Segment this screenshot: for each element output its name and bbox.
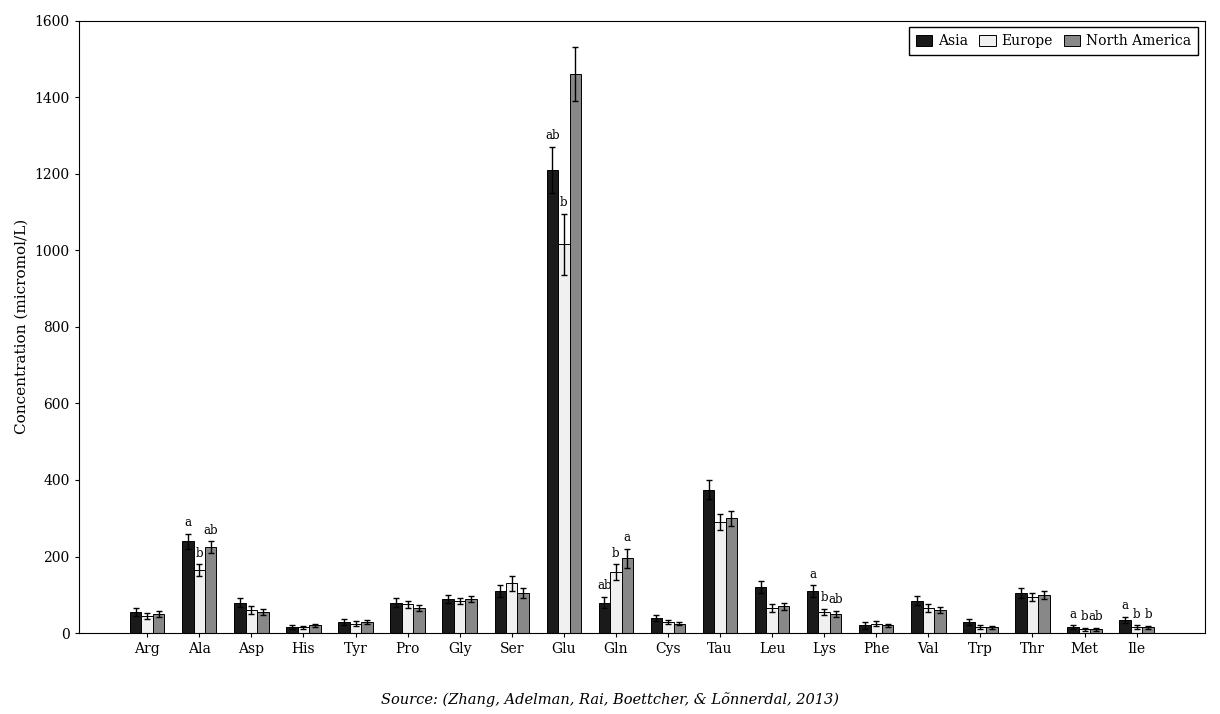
Bar bbox=[570, 74, 581, 633]
Bar bbox=[806, 591, 819, 633]
Bar bbox=[610, 572, 622, 633]
Bar bbox=[350, 623, 361, 633]
Bar bbox=[726, 518, 737, 633]
Bar bbox=[599, 603, 610, 633]
Bar bbox=[1120, 620, 1131, 633]
Bar bbox=[1015, 593, 1027, 633]
Bar bbox=[152, 614, 165, 633]
Bar bbox=[859, 625, 871, 633]
Bar bbox=[1091, 629, 1102, 633]
Bar bbox=[935, 610, 946, 633]
Text: b: b bbox=[195, 547, 203, 560]
Bar bbox=[650, 618, 662, 633]
Bar bbox=[443, 598, 454, 633]
Bar bbox=[975, 628, 986, 633]
Text: b: b bbox=[560, 196, 567, 209]
Bar bbox=[1078, 629, 1091, 633]
Bar bbox=[986, 628, 998, 633]
Bar bbox=[830, 614, 842, 633]
Text: a: a bbox=[623, 531, 631, 544]
Bar bbox=[494, 591, 506, 633]
Bar bbox=[361, 622, 372, 633]
Bar bbox=[257, 612, 268, 633]
Bar bbox=[338, 622, 350, 633]
Bar bbox=[922, 608, 935, 633]
Bar bbox=[547, 170, 558, 633]
Text: a: a bbox=[1070, 608, 1076, 621]
Text: a: a bbox=[184, 516, 192, 529]
Text: b: b bbox=[1133, 608, 1141, 621]
Bar bbox=[766, 608, 778, 633]
Y-axis label: Concentration (micromol/L): Concentration (micromol/L) bbox=[15, 219, 29, 434]
Bar bbox=[194, 570, 205, 633]
Bar bbox=[465, 598, 477, 633]
Bar bbox=[517, 593, 529, 633]
Text: ab: ab bbox=[545, 129, 560, 142]
Bar bbox=[1038, 595, 1049, 633]
Bar bbox=[131, 612, 142, 633]
Bar bbox=[182, 541, 194, 633]
Bar bbox=[871, 623, 882, 633]
Bar bbox=[1068, 628, 1078, 633]
Bar bbox=[401, 605, 414, 633]
Text: b: b bbox=[612, 547, 620, 560]
Bar bbox=[662, 622, 673, 633]
Text: b: b bbox=[1144, 608, 1152, 621]
Bar bbox=[205, 547, 216, 633]
Bar bbox=[778, 606, 789, 633]
Bar bbox=[622, 558, 633, 633]
Bar bbox=[506, 583, 517, 633]
Bar bbox=[390, 603, 401, 633]
Bar bbox=[714, 522, 726, 633]
Text: ab: ab bbox=[204, 523, 218, 537]
Bar bbox=[964, 622, 975, 633]
Text: a: a bbox=[1121, 599, 1128, 612]
Bar bbox=[911, 600, 922, 633]
Bar bbox=[1131, 628, 1142, 633]
Text: ab: ab bbox=[597, 579, 611, 592]
Bar bbox=[245, 610, 257, 633]
Bar bbox=[882, 625, 893, 633]
Bar bbox=[287, 628, 298, 633]
Bar bbox=[309, 625, 321, 633]
Bar bbox=[1027, 597, 1038, 633]
Text: b: b bbox=[820, 591, 828, 605]
Text: b: b bbox=[1081, 610, 1088, 623]
Bar bbox=[414, 608, 425, 633]
Bar bbox=[298, 628, 309, 633]
Bar bbox=[234, 603, 245, 633]
Bar bbox=[454, 600, 465, 633]
Legend: Asia, Europe, North America: Asia, Europe, North America bbox=[909, 27, 1198, 55]
Bar bbox=[673, 623, 686, 633]
Bar bbox=[558, 244, 570, 633]
Bar bbox=[142, 616, 152, 633]
Text: Source: (Zhang, Adelman, Rai, Boettcher, & Lõnnerdal, 2013): Source: (Zhang, Adelman, Rai, Boettcher,… bbox=[381, 692, 839, 707]
Bar bbox=[755, 587, 766, 633]
Text: ab: ab bbox=[1088, 610, 1103, 623]
Bar bbox=[1142, 628, 1154, 633]
Bar bbox=[703, 490, 714, 633]
Text: ab: ab bbox=[828, 593, 843, 606]
Bar bbox=[819, 612, 830, 633]
Text: a: a bbox=[809, 568, 816, 580]
